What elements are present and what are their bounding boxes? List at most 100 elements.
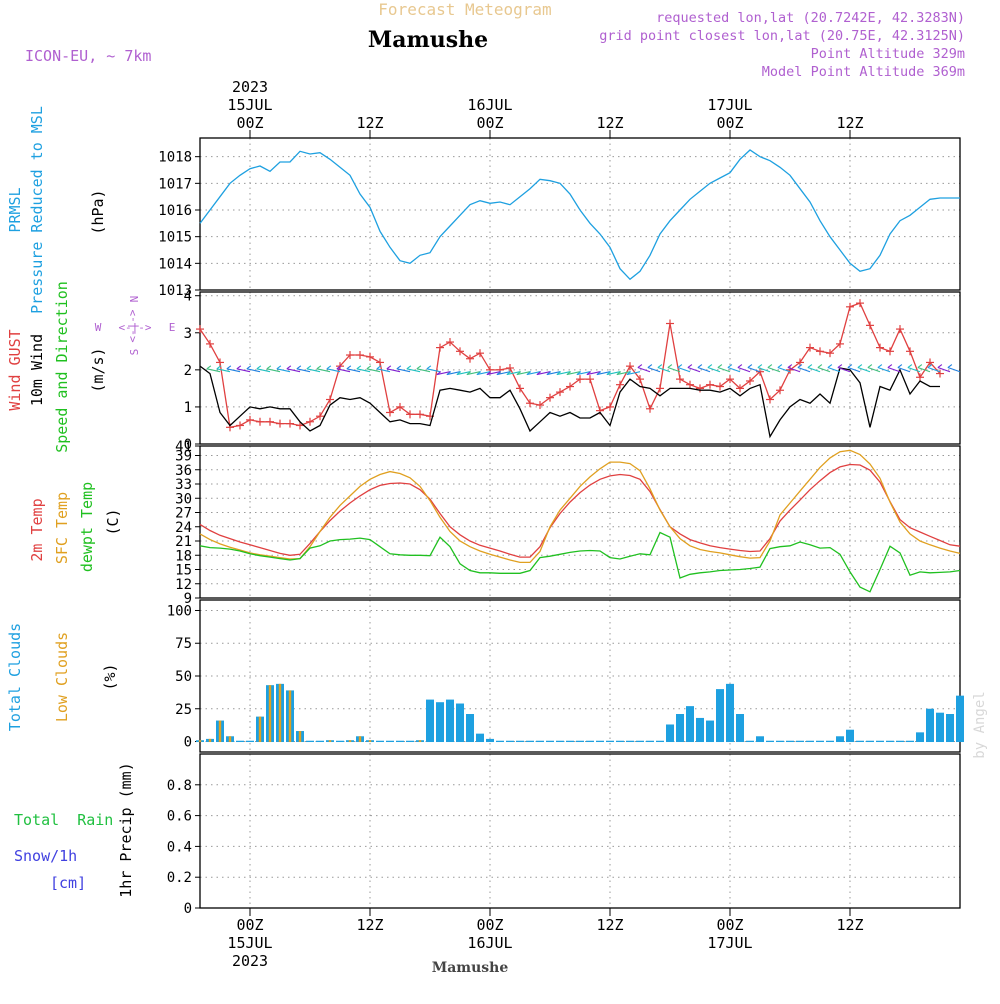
total-cloud-bar [236, 740, 244, 743]
wind-arrow-shaft [376, 368, 391, 373]
wind-arrow [556, 371, 571, 376]
wind-arrow-head [426, 365, 432, 370]
wind-arrow [316, 365, 331, 373]
ytick-label: 25 [175, 702, 192, 718]
wind-arrow-head [857, 364, 863, 368]
time-label-bottom: 00Z [476, 916, 503, 934]
wind-arrow [807, 364, 821, 373]
total-cloud-bar [486, 738, 494, 743]
dew-label: dewpt Temp [78, 482, 96, 572]
total-cloud-bar [496, 740, 504, 743]
wind-arrow-shaft [386, 368, 401, 373]
wind-arrow [586, 371, 601, 376]
gust-point [786, 365, 794, 374]
gust-point [916, 373, 924, 382]
wind-arrow [697, 364, 711, 373]
gust-point [636, 375, 644, 384]
wind-arrow-shaft [807, 366, 821, 373]
wind-arrow [546, 371, 561, 376]
wind-arrow [246, 365, 261, 373]
time-label-top: 12Z [356, 114, 383, 132]
wind-arrow [256, 365, 271, 373]
gust-point [546, 393, 554, 402]
wind-arrow-shaft [947, 366, 961, 373]
wind-arrow-head [226, 365, 232, 370]
dir-n: N [128, 296, 141, 303]
wind-arrow [286, 365, 301, 373]
wind-arrow-shaft [667, 366, 681, 373]
ytick-label: 2 [184, 363, 192, 379]
wind-arrow [416, 365, 431, 373]
wind-arrow-head [526, 371, 532, 376]
gust-point [826, 349, 834, 358]
total-cloud-bar [886, 740, 894, 743]
total-cloud-bar [946, 714, 954, 743]
gust-point [846, 302, 854, 311]
wind-unit: (m/s) [89, 347, 107, 392]
wind-arrow-shaft [226, 368, 241, 373]
pressure-msl-label: Pressure Reduced to MSL [28, 106, 46, 314]
low-cloud-bar [288, 690, 292, 743]
gust-point [386, 408, 394, 417]
wind-arrow-shaft [797, 366, 811, 373]
wind-arrow [667, 364, 681, 373]
wind-arrow-head [396, 365, 402, 370]
wind-arrow-head [626, 371, 632, 376]
total-cloud-bar [796, 740, 804, 743]
ytick-label: 0.6 [167, 809, 192, 825]
wind-arrow-shaft [707, 366, 721, 373]
wind-arrow-shaft [717, 366, 731, 373]
ytick-label: 50 [175, 669, 192, 685]
total-cloud-bar [466, 714, 474, 743]
wind-arrow-head [847, 364, 853, 368]
total-cloud-bar [386, 740, 394, 743]
gust-point [476, 349, 484, 358]
wind-arrow [787, 364, 801, 373]
gust-point [906, 347, 914, 356]
gust-point [706, 380, 714, 389]
wind-arrow-head [596, 371, 602, 376]
wind-arrow-head [877, 364, 883, 368]
panel-frame [199, 599, 961, 753]
wind-arrow-head [386, 365, 392, 370]
total-cloud-bar [646, 740, 654, 743]
wind-arrow [707, 364, 721, 373]
wind-arrow [436, 371, 451, 376]
wind-arrow-head [687, 364, 693, 368]
date-label-bottom: 17JUL [707, 934, 752, 952]
wind-arrow-head [907, 364, 913, 368]
series-10m-wind [199, 365, 940, 439]
ytick-label: 1 [184, 400, 192, 416]
ytick-label: 3 [184, 326, 192, 342]
total-cloud-bar [826, 740, 834, 743]
wind-arrow-head [286, 365, 292, 370]
prmsl-label: PRMSL [6, 187, 24, 232]
gust-point [236, 421, 244, 430]
low-clouds-label: Low Clouds [53, 632, 71, 722]
wind-arrow-shaft [556, 371, 571, 376]
wind-arrow-shaft [276, 368, 291, 373]
wind10-label: 10m Wind [28, 334, 46, 406]
gust-point [736, 384, 744, 393]
side-labels: PRMSL Pressure Reduced to MSL (hPa) Wind… [6, 106, 175, 898]
wind-arrow [516, 371, 531, 376]
gust-point [406, 410, 414, 419]
wind-arrow [216, 365, 231, 373]
wind-arrow [376, 365, 391, 373]
footer-location: Mamushe [432, 960, 509, 976]
wind-arrow [566, 371, 581, 376]
sfc-label: SFC Temp [53, 492, 71, 564]
gust-point [286, 419, 294, 428]
wind-arrow [306, 365, 321, 373]
total-cloud-bar [916, 732, 924, 743]
wind-arrow-head [266, 365, 272, 370]
wind-arrow-head [747, 364, 753, 368]
total-cloud-bar [856, 740, 864, 743]
wind-arrow-shaft [687, 366, 701, 373]
wind-arrow-head [787, 364, 793, 368]
wind-arrow [356, 365, 371, 373]
wind-arrow-head [436, 371, 442, 376]
low-cloud-bar [268, 685, 272, 743]
total-cloud-bar [696, 717, 704, 743]
